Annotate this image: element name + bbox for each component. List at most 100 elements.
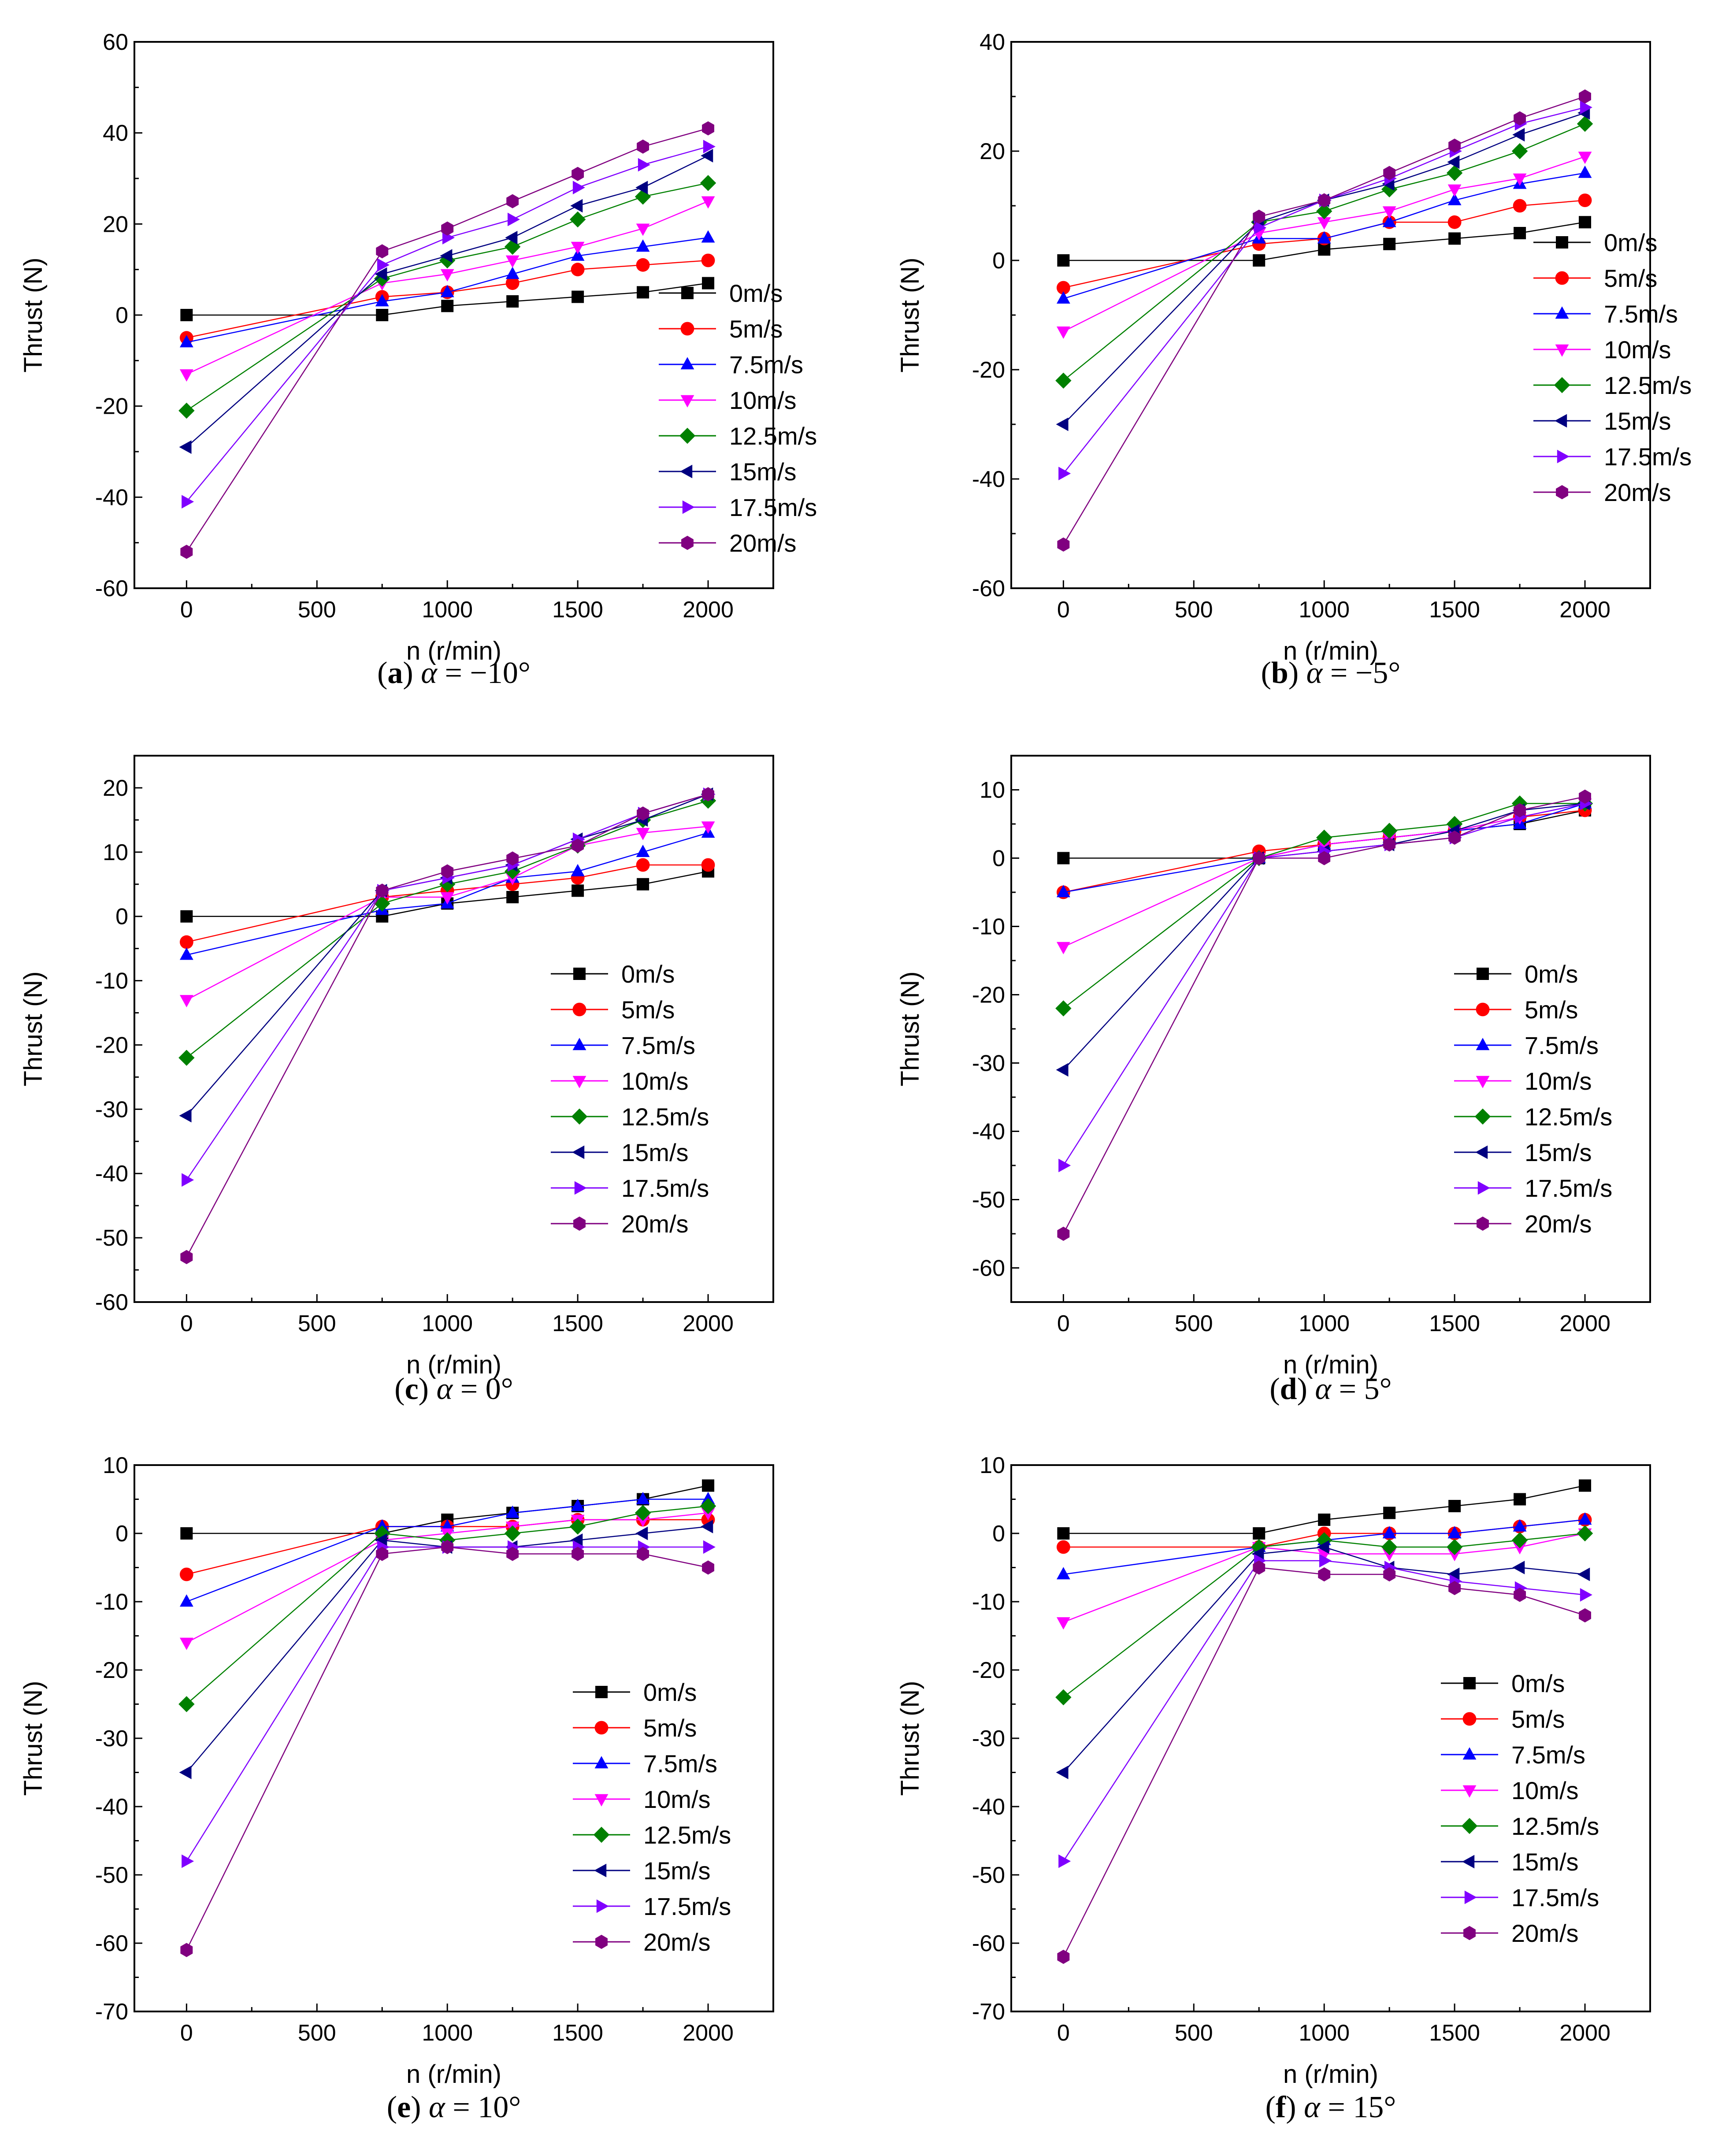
data-point: [376, 309, 389, 321]
data-point: [1513, 1519, 1527, 1532]
y-axis-label: Thrust (N): [19, 972, 48, 1087]
legend-label: 15m/s: [1604, 407, 1671, 435]
data-point: [440, 1519, 454, 1532]
legend-label: 20m/s: [621, 1210, 689, 1238]
data-point: [1447, 184, 1462, 197]
y-tick-label: -60: [972, 1256, 1005, 1281]
data-point: [701, 821, 715, 834]
panel-caption: (c) α = 0°: [394, 1372, 513, 1406]
legend-marker: [1477, 1181, 1490, 1195]
data-point: [700, 1498, 716, 1514]
data-point: [571, 839, 584, 853]
data-point: [571, 241, 585, 254]
data-point: [701, 1520, 713, 1533]
series-7.5m/s: [179, 230, 715, 348]
legend-marker: [1476, 1002, 1490, 1017]
data-point: [1446, 1539, 1463, 1555]
y-tick-label: 10: [980, 778, 1005, 803]
data-point: [1253, 1527, 1265, 1540]
data-point: [1056, 1617, 1070, 1630]
series-20m/s: [1057, 1560, 1591, 1964]
data-point: [1448, 830, 1461, 845]
data-point: [1579, 789, 1591, 804]
data-point: [571, 1499, 585, 1511]
x-tick-label: 2000: [683, 1311, 734, 1336]
x-tick-label: 0: [180, 1311, 193, 1336]
y-tick-label: -20: [95, 1032, 128, 1058]
legend-label: 17.5m/s: [1525, 1174, 1612, 1202]
data-point: [572, 181, 585, 195]
data-point: [637, 139, 649, 154]
legend-label: 0m/s: [729, 279, 783, 307]
y-tick-label: 0: [115, 303, 128, 328]
legend-marker: [679, 427, 696, 444]
legend-marker: [573, 1216, 586, 1231]
legend-marker: [1476, 1038, 1490, 1050]
legend-label: 10m/s: [1604, 336, 1671, 364]
y-tick-label: 40: [980, 30, 1005, 55]
y-tick-label: -30: [95, 1097, 128, 1122]
data-point: [1316, 829, 1332, 846]
y-tick-label: -40: [972, 1794, 1005, 1820]
data-point: [504, 863, 521, 879]
data-point: [182, 495, 194, 509]
data-point: [569, 1518, 586, 1535]
data-point: [571, 864, 585, 876]
data-point: [569, 211, 586, 228]
data-point: [178, 1050, 195, 1066]
data-point: [1579, 1608, 1591, 1623]
data-point: [637, 806, 649, 821]
legend-marker: [1462, 1785, 1477, 1798]
x-tick-label: 2000: [683, 2020, 734, 2046]
legend-marker: [1461, 1818, 1478, 1834]
data-point: [179, 369, 193, 382]
x-tick-label: 500: [298, 597, 336, 623]
legend-label: 12.5m/s: [729, 422, 817, 450]
x-tick-label: 1500: [552, 1311, 603, 1336]
y-tick-label: 20: [103, 776, 128, 801]
data-point: [1319, 1554, 1332, 1568]
data-point: [701, 253, 715, 267]
legend-marker: [594, 1756, 609, 1769]
legend-marker: [1477, 1216, 1489, 1231]
data-point: [179, 935, 193, 949]
x-tick-label: 1500: [1429, 597, 1480, 623]
legend-label: 0m/s: [621, 960, 675, 988]
legend-label: 7.5m/s: [643, 1750, 717, 1777]
data-point: [1317, 1540, 1329, 1554]
y-tick-label: -60: [95, 1290, 128, 1315]
legend-label: 20m/s: [1604, 479, 1671, 506]
data-point: [1056, 1540, 1070, 1554]
chart-panel-c: 0 500 1000 1500 2000 -60 -50 -40 -30 -20 -10 0 10 20 n…: [19, 755, 774, 1406]
legend-marker: [1462, 1747, 1477, 1760]
legend-marker: [572, 1145, 585, 1159]
data-point: [635, 181, 648, 195]
legend-marker: [1555, 414, 1567, 428]
y-tick-label: -10: [95, 969, 128, 994]
data-point: [1317, 231, 1331, 244]
data-point: [571, 884, 584, 897]
data-point: [1318, 243, 1331, 256]
data-point: [635, 1526, 648, 1540]
data-point: [700, 175, 716, 191]
data-point: [506, 891, 519, 903]
legend-marker: [594, 1794, 609, 1807]
data-point: [1057, 1226, 1070, 1241]
data-point: [1512, 128, 1525, 142]
data-point: [179, 995, 193, 1008]
panel-caption: (a) α = −10°: [377, 656, 531, 690]
data-point: [1253, 254, 1265, 267]
legend-label: 17.5m/s: [621, 1174, 709, 1202]
chart-panel-b: 0 500 1000 1500 2000 -60 -40 -20 0 20 40 n (r/min) T…: [896, 30, 1692, 690]
y-tick-label: 40: [103, 121, 128, 146]
data-point: [1383, 837, 1396, 852]
x-tick-label: 1000: [422, 597, 473, 623]
x-axis-label: n (r/min): [1283, 637, 1378, 665]
data-point: [1514, 1493, 1526, 1506]
y-axis-label: Thrust (N): [896, 258, 924, 373]
legend-label: 5m/s: [621, 996, 675, 1024]
legend-marker: [574, 1181, 587, 1195]
series-12.5m/s: [1055, 1525, 1593, 1706]
